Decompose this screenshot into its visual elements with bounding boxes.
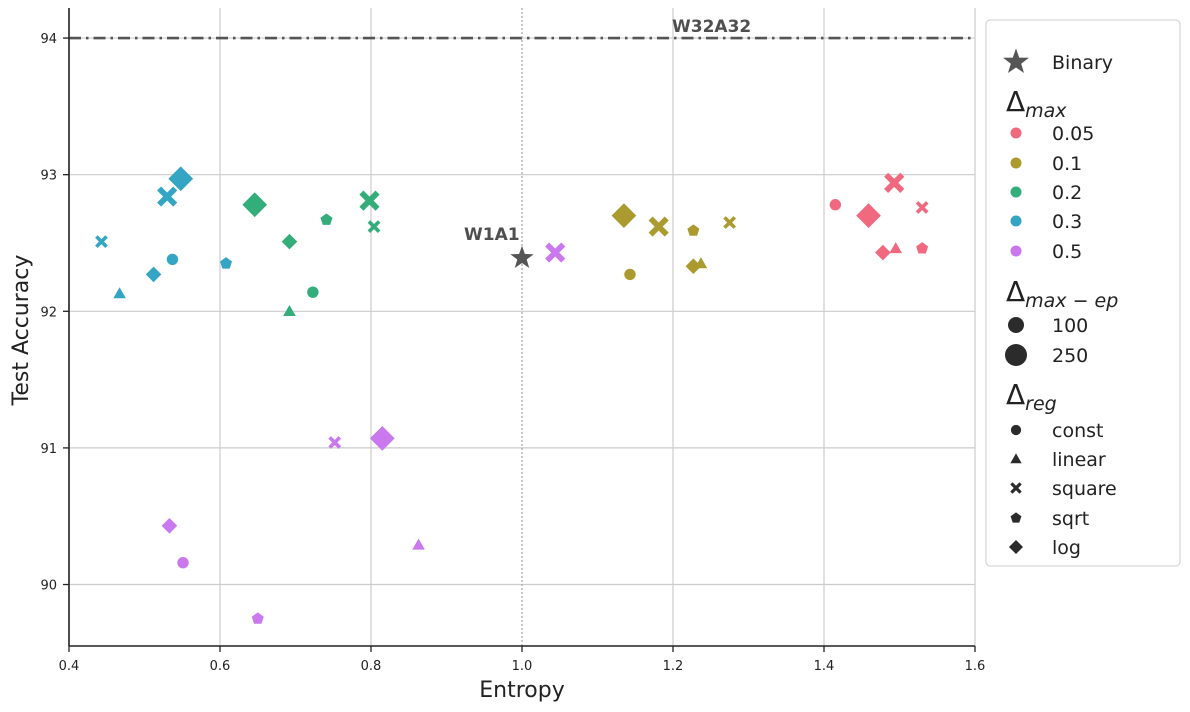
data-point-0.2-square-250 (359, 190, 380, 211)
legend-square-icon (1010, 482, 1022, 494)
legend-binary-label: Binary (1052, 52, 1113, 74)
x-tick-label: 1.4 (814, 659, 835, 674)
data-point-0.2-sqrt-100 (320, 213, 333, 225)
legend-box (985, 19, 1181, 567)
legend-linear-icon (1010, 453, 1022, 464)
data-point-0.3-sqrt-100 (220, 257, 233, 269)
data-point-0.05-const-100 (829, 199, 842, 211)
x-tick-label: 0.8 (361, 659, 382, 674)
data-point-0.3-linear-100 (113, 287, 126, 299)
legend-markers (1003, 48, 1029, 555)
legend-reg-log: log (1052, 537, 1081, 559)
data-point-0.5-square-100 (328, 436, 342, 449)
legend-reg-square: square (1052, 478, 1117, 500)
data-point-0.05-sqrt-100 (916, 242, 929, 254)
legend-color-0.2-icon (1010, 186, 1022, 198)
legend-color-0.5-icon (1010, 245, 1022, 257)
y-tick-label: 91 (40, 442, 57, 457)
data-point-0.2-const-100 (307, 286, 319, 298)
data-point-0.1-log-250 (611, 203, 637, 229)
y-tick-label: 93 (40, 169, 57, 184)
data-point-0.2-linear-100 (283, 304, 296, 317)
data-point-0.1-log-100 (685, 258, 702, 275)
data-points (95, 166, 929, 624)
legend-delta-max-0.5: 0.5 (1052, 241, 1082, 263)
data-point-0.3-square-100 (95, 235, 108, 248)
data-point-0.05-log-100 (875, 244, 891, 261)
x-tick-label: 1.2 (663, 659, 684, 674)
axes (63, 8, 976, 652)
data-point-0.5-const-100 (177, 556, 189, 569)
data-point-0.5-square-250 (545, 242, 566, 263)
legend-reg-const: const (1052, 420, 1103, 442)
data-point-0.1-square-100 (723, 216, 736, 229)
data-point-0.05-log-250 (856, 203, 881, 229)
data-point-0.3-const-100 (166, 253, 179, 266)
x-tick-label: 1.0 (512, 659, 533, 674)
data-point-0.05-square-100 (915, 201, 929, 214)
data-point-0.1-square-250 (648, 216, 669, 237)
w32a32-annotation: W32A32 (672, 17, 751, 37)
x-tick-label: 0.4 (59, 659, 80, 674)
legend-color-0.05-icon (1010, 127, 1022, 139)
data-point-0.05-linear-100 (889, 242, 903, 254)
tick-labels: 0.4 0.6 0.8 1.0 1.2 1.4 1.6 90 91 92 93 94 (40, 32, 985, 674)
data-point-0.1-sqrt-100 (687, 224, 700, 236)
binary-star-point (510, 245, 534, 268)
legend-ep-250: 250 (1052, 345, 1088, 367)
legend-sqrt-icon (1010, 512, 1022, 523)
x-axis-label: Entropy (479, 678, 564, 703)
legend-reg-sqrt: sqrt (1052, 508, 1089, 530)
legend-delta-max-0.2: 0.2 (1052, 182, 1082, 204)
y-tick-label: 92 (40, 305, 57, 320)
y-axis-label: Test Accuracy (9, 255, 34, 407)
w1a1-annotation: W1A1 (464, 225, 520, 245)
legend-title-delta-reg: Δreg (1006, 378, 1057, 415)
legend-title-delta-max-ep: Δmax − ep (1006, 275, 1118, 312)
data-point-0.3-square-250 (157, 186, 178, 207)
x-tick-label: 0.6 (210, 659, 231, 674)
legend-color-0.1-icon (1010, 157, 1022, 169)
data-point-0.1-const-100 (624, 268, 636, 281)
legend-const-icon (1010, 424, 1022, 436)
data-point-0.05-square-250 (884, 172, 905, 193)
legend-binary-star-icon (1003, 48, 1029, 74)
legend: Binary Δmax 0.05 0.1 0.2 0.3 0.5 Δmax − … (985, 19, 1181, 567)
y-tick-label: 90 (40, 579, 57, 594)
data-point-0.5-linear-100 (412, 538, 425, 550)
data-point-0.3-log-100 (145, 266, 162, 283)
legend-delta-max-0.3: 0.3 (1052, 211, 1082, 233)
legend-ep-100: 100 (1052, 315, 1088, 337)
data-point-0.2-square-100 (367, 220, 381, 233)
legend-title-delta-max: Δmax (1006, 85, 1067, 122)
legend-ep-250-icon (1005, 344, 1027, 366)
data-point-0.5-log-100 (161, 517, 178, 534)
x-tick-label: 1.6 (965, 659, 986, 674)
legend-log-icon (1008, 539, 1024, 555)
data-point-0.2-log-100 (281, 233, 298, 250)
data-point-0.2-log-250 (242, 192, 268, 218)
legend-reg-linear: linear (1052, 449, 1106, 471)
data-point-0.5-sqrt-100 (251, 612, 264, 624)
grid (68, 8, 976, 646)
data-point-0.5-log-250 (369, 425, 395, 451)
y-tick-label: 94 (40, 32, 57, 47)
legend-ep-100-icon (1008, 317, 1024, 333)
legend-color-0.3-icon (1010, 215, 1022, 227)
data-point-0.3-log-250 (168, 166, 194, 192)
reference-lines (69, 8, 975, 646)
legend-delta-max-0.05: 0.05 (1052, 123, 1094, 145)
legend-delta-max-0.1: 0.1 (1052, 153, 1082, 175)
